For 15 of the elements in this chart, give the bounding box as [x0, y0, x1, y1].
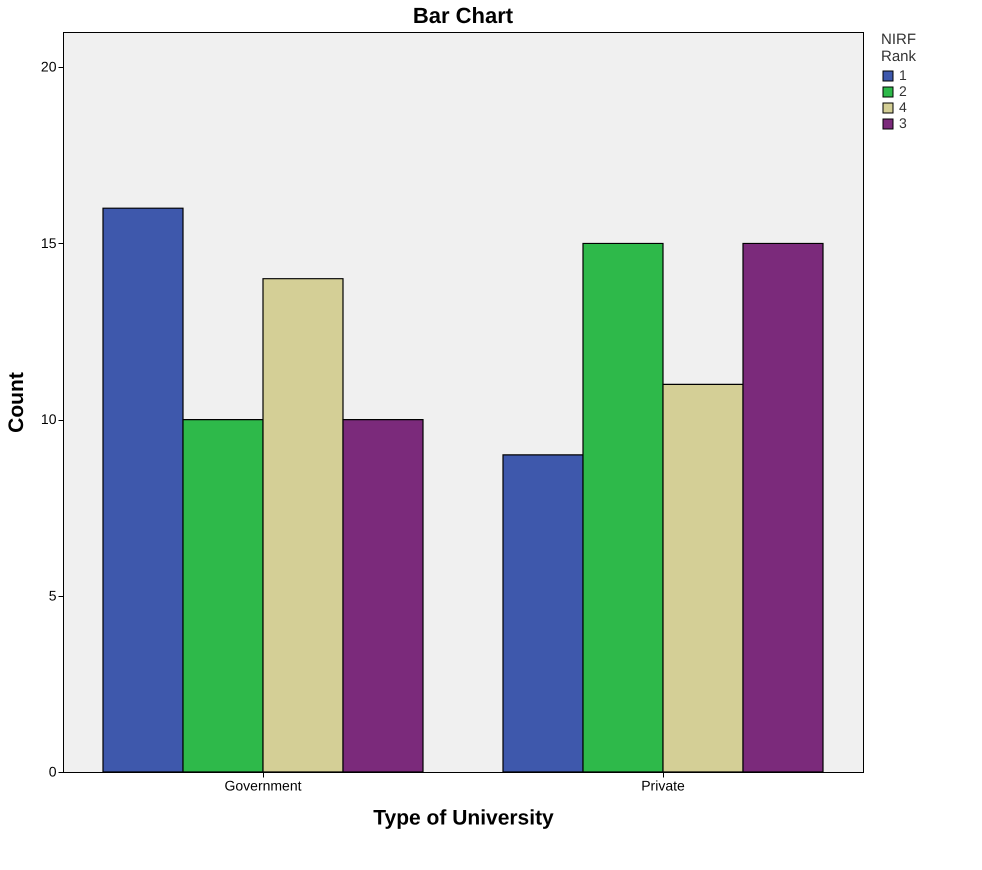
- y-tick-label: 0: [48, 764, 57, 780]
- legend-label: 1: [899, 67, 907, 83]
- y-tick-label: 20: [40, 58, 57, 75]
- legend-label: 3: [899, 115, 907, 131]
- y-tick-label: 10: [40, 411, 57, 428]
- x-tick-label: Private: [641, 778, 685, 794]
- y-axis-title: Count: [4, 372, 28, 433]
- legend-title: NIRF Rank: [881, 31, 917, 65]
- legend-label: 4: [899, 99, 907, 115]
- y-tick-label: 5: [48, 587, 57, 604]
- chart-title: Bar Chart: [412, 3, 514, 28]
- legend-label: 2: [899, 83, 907, 99]
- x-axis-title: Type of University: [373, 806, 554, 830]
- y-tick-label: 15: [40, 234, 57, 251]
- x-tick-label: Government: [224, 778, 302, 794]
